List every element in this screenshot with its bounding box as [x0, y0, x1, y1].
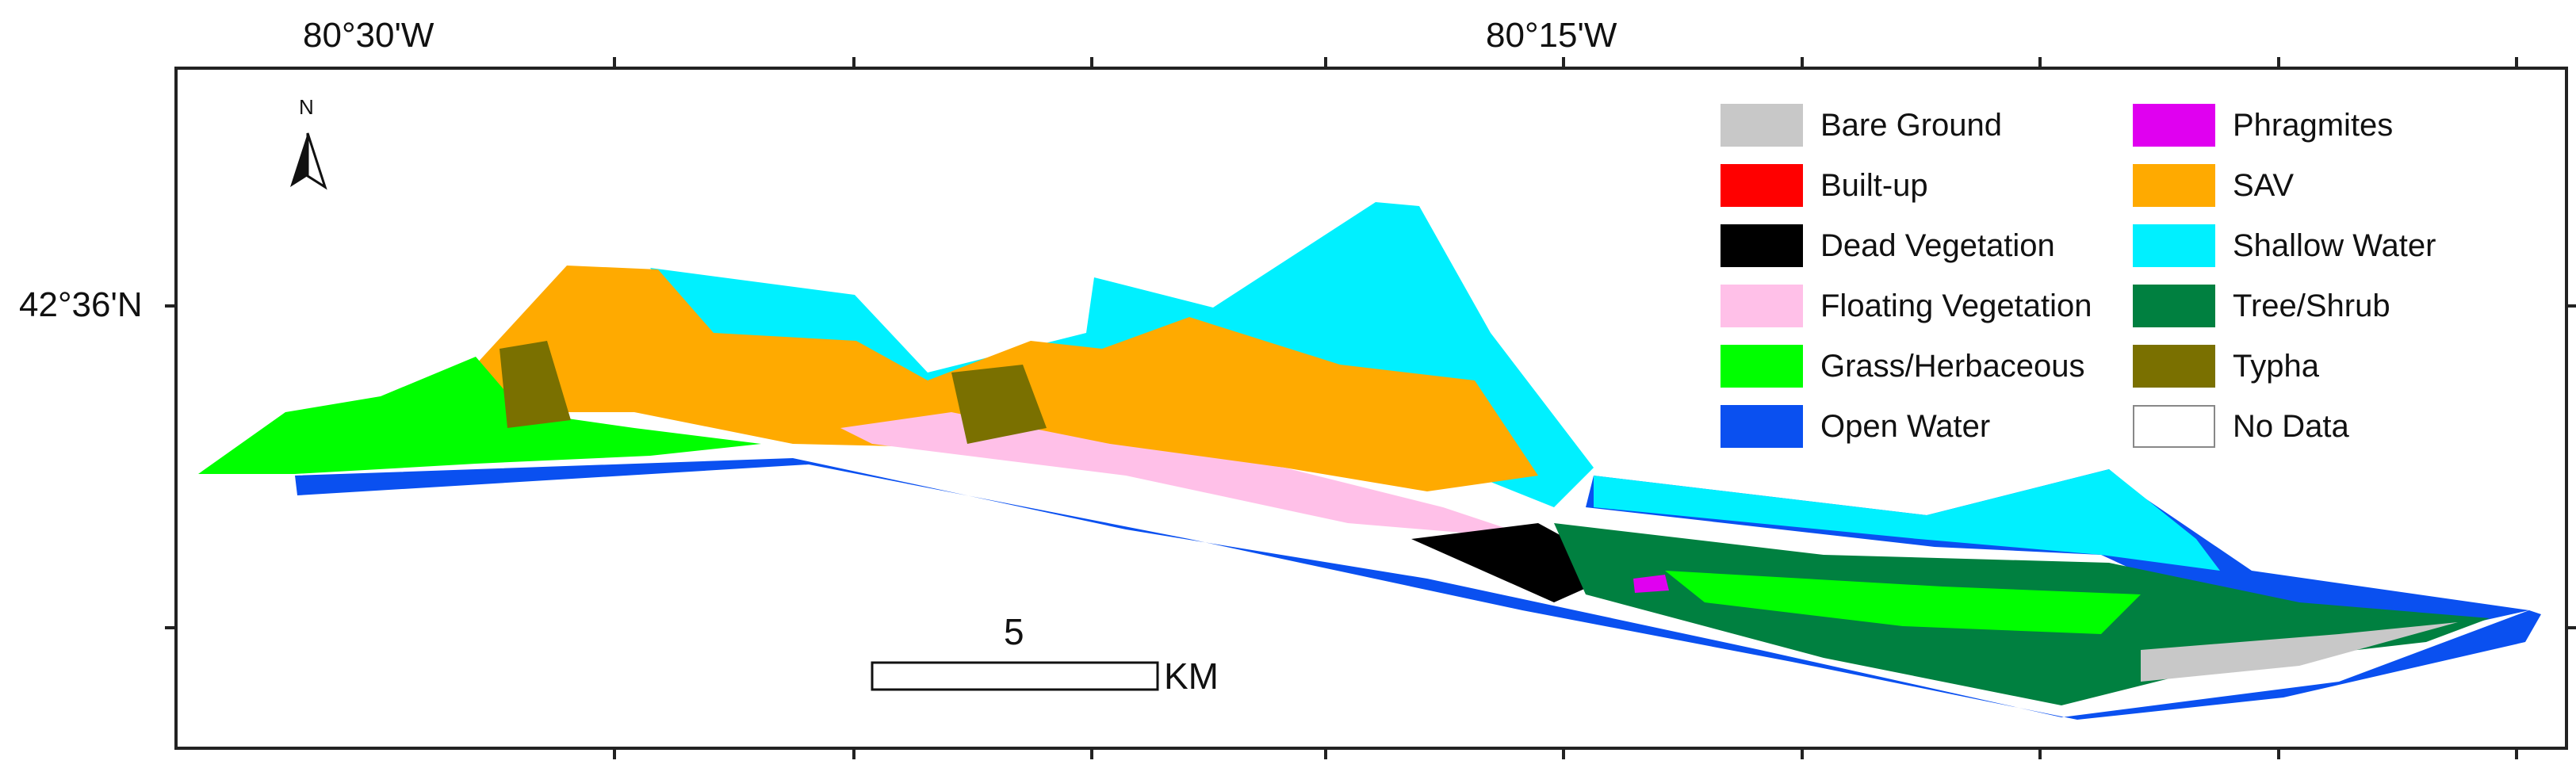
legend-swatch — [1721, 285, 1803, 327]
map-frame — [174, 67, 2568, 750]
legend-label: Grass/Herbaceous — [1820, 348, 2085, 384]
legend-label: SAV — [2233, 167, 2295, 203]
legend-item-built-up: Built-up — [1721, 162, 1928, 209]
legend-item-floating-vegetation: Floating Vegetation — [1721, 282, 2092, 330]
legend-label: Phragmites — [2233, 107, 2394, 143]
legend-swatch — [1721, 224, 1803, 267]
latitude-label: 42°36'N — [19, 285, 143, 324]
legend-swatch — [1721, 345, 1803, 388]
floating-vegetation-area — [840, 412, 1538, 539]
legend-item-phragmites: Phragmites — [2133, 101, 2393, 149]
legend-item-tree-shrub: Tree/Shrub — [2133, 282, 2390, 330]
legend-swatch — [2133, 164, 2215, 207]
shallow-water-area-east — [1594, 469, 2220, 571]
longitude-label-west: 80°30'W — [303, 16, 434, 55]
legend-swatch — [2133, 405, 2215, 448]
scale-bar-value: 5 — [1004, 611, 1024, 652]
grass-area-east — [1665, 571, 2141, 634]
grass-area-west — [198, 357, 761, 474]
legend-swatch — [2133, 285, 2215, 327]
legend-swatch — [2133, 104, 2215, 147]
longitude-label-east: 80°15'W — [1486, 16, 1617, 55]
typha-area-west — [500, 341, 571, 428]
legend-item-sav: SAV — [2133, 162, 2294, 209]
legend-item-bare-ground: Bare Ground — [1721, 101, 2002, 149]
legend-label: Typha — [2233, 348, 2319, 384]
legend-item-grass-herbaceous: Grass/Herbaceous — [1721, 342, 2084, 390]
legend-swatch — [1721, 405, 1803, 448]
legend-label: Shallow Water — [2233, 227, 2436, 263]
legend-label: Tree/Shrub — [2233, 288, 2390, 323]
legend-label: Dead Vegetation — [1820, 227, 2055, 263]
legend-item-open-water: Open Water — [1721, 403, 1990, 450]
legend-swatch — [1721, 164, 1803, 207]
frame-ticks — [165, 57, 2576, 759]
legend-swatch — [2133, 224, 2215, 267]
legend-label: Bare Ground — [1820, 107, 2003, 143]
phragmites-patch — [1633, 575, 1669, 593]
legend-label: No Data — [2233, 408, 2349, 444]
north-label: N — [299, 95, 314, 119]
scale-bar-unit: KM — [1164, 655, 1219, 697]
legend-label: Built-up — [1820, 167, 1928, 203]
legend-swatch — [1721, 104, 1803, 147]
legend-item-no-data: No Data — [2133, 403, 2349, 450]
typha-area-mid — [951, 365, 1047, 444]
legend-item-shallow-water: Shallow Water — [2133, 222, 2436, 269]
bare-ground-strip — [2141, 622, 2458, 682]
scale-bar — [871, 661, 1159, 691]
legend-item-dead-vegetation: Dead Vegetation — [1721, 222, 2055, 269]
north-arrow-icon — [290, 132, 327, 190]
legend-swatch — [2133, 345, 2215, 388]
legend-item-typha: Typha — [2133, 342, 2319, 390]
legend-label: Open Water — [1820, 408, 1991, 444]
legend-label: Floating Vegetation — [1820, 288, 2092, 323]
